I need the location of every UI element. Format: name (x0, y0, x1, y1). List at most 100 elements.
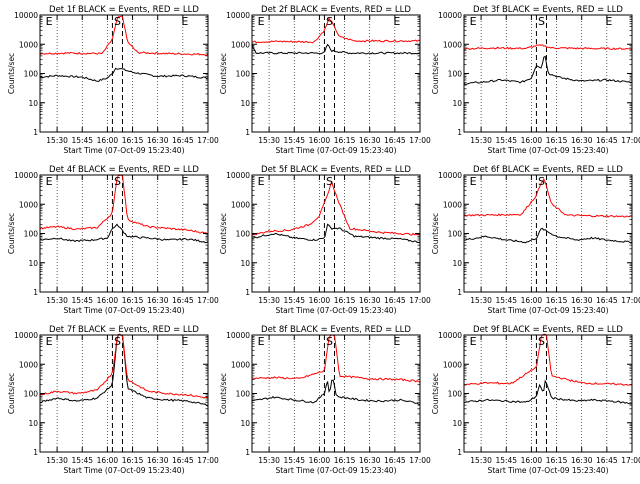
x-tick-label: 15:30 (470, 136, 492, 145)
x-axis-label: Start Time (07-Oct-09 15:23:40) (275, 466, 396, 475)
events-series-line (39, 67, 209, 82)
interval-marker-label: E (46, 335, 53, 348)
y-tick-label: 10000 (438, 11, 462, 20)
interval-marker-label: E (393, 335, 400, 348)
x-tick-label: 16:15 (334, 296, 356, 305)
y-tick-label: 100 (24, 390, 39, 399)
interval-marker-label: S (326, 335, 333, 348)
x-tick-label: 16:45 (596, 456, 618, 465)
x-tick-label: 16:30 (147, 296, 169, 305)
x-tick-label: 16:30 (571, 296, 593, 305)
x-tick-label: 15:45 (495, 136, 517, 145)
x-tick-label: 16:45 (384, 136, 406, 145)
x-tick-label: 16:00 (521, 136, 543, 145)
y-tick-label: 1000 (19, 360, 38, 369)
interval-marker-label: E (605, 175, 612, 188)
panel-title: Det 9f BLACK = Events, RED = LLD (473, 325, 623, 335)
panel-title: Det 2f BLACK = Events, RED = LLD (261, 5, 411, 15)
y-tick-label: 1 (33, 128, 38, 137)
interval-marker-label: E (258, 15, 265, 28)
x-tick-label: 16:45 (384, 296, 406, 305)
y-axis-label: Counts/sec (431, 53, 440, 94)
x-tick-label: 15:45 (495, 456, 517, 465)
y-axis-label: Counts/sec (219, 373, 228, 414)
interval-marker-label: S (114, 15, 121, 28)
y-tick-label: 10 (28, 259, 38, 268)
panel-title: Det 1f BLACK = Events, RED = LLD (49, 5, 199, 15)
interval-marker-label: S (326, 15, 333, 28)
interval-marker-label: S (538, 15, 545, 28)
x-tick-label: 15:30 (46, 456, 68, 465)
y-tick-label: 10000 (14, 171, 38, 180)
y-tick-label: 10 (240, 99, 250, 108)
x-tick-label: 16:45 (172, 136, 194, 145)
interval-marker-label: S (114, 175, 121, 188)
interval-marker-label: S (114, 335, 121, 348)
x-axis-label: Start Time (07-Oct-09 15:23:40) (63, 306, 184, 315)
x-tick-label: 17:00 (409, 296, 431, 305)
x-tick-label: 16:15 (122, 136, 144, 145)
x-axis-label: Start Time (07-Oct-09 15:23:40) (487, 306, 608, 315)
x-tick-label: 16:00 (97, 456, 119, 465)
x-tick-label: 16:00 (309, 456, 331, 465)
x-tick-label: 16:45 (384, 456, 406, 465)
y-tick-label: 10 (28, 99, 38, 108)
interval-marker-label: E (258, 175, 265, 188)
interval-marker-label: S (538, 335, 545, 348)
interval-marker-label: E (46, 15, 53, 28)
x-tick-label: 16:15 (334, 456, 356, 465)
interval-marker-label: E (470, 335, 477, 348)
lld-series-line (463, 333, 633, 386)
x-tick-label: 17:00 (409, 456, 431, 465)
x-tick-label: 15:30 (258, 296, 280, 305)
x-tick-label: 16:30 (359, 296, 381, 305)
y-tick-label: 10 (28, 419, 38, 428)
x-tick-label: 15:30 (258, 136, 280, 145)
x-tick-label: 15:45 (495, 296, 517, 305)
x-axis-label: Start Time (07-Oct-09 15:23:40) (63, 146, 184, 155)
y-tick-label: 1000 (443, 360, 462, 369)
x-tick-label: 16:15 (546, 456, 568, 465)
x-tick-label: 16:30 (359, 456, 381, 465)
x-tick-label: 16:15 (334, 136, 356, 145)
interval-marker-label: E (181, 175, 188, 188)
y-tick-label: 10000 (438, 331, 462, 340)
y-axis-label: Counts/sec (219, 53, 228, 94)
x-tick-label: 16:30 (571, 136, 593, 145)
x-tick-label: 16:00 (97, 296, 119, 305)
interval-marker-label: E (258, 335, 265, 348)
x-tick-label: 15:30 (46, 136, 68, 145)
x-tick-label: 16:15 (122, 296, 144, 305)
lld-series-line (251, 180, 421, 237)
lld-series-line (39, 15, 209, 56)
panel-title: Det 3f BLACK = Events, RED = LLD (473, 5, 623, 15)
y-axis-label: Counts/sec (431, 213, 440, 254)
x-axis-label: Start Time (07-Oct-09 15:23:40) (275, 146, 396, 155)
y-tick-label: 10 (452, 419, 462, 428)
y-tick-label: 10000 (226, 11, 250, 20)
x-tick-label: 17:00 (197, 136, 219, 145)
y-tick-label: 1 (245, 288, 250, 297)
lld-series-line (464, 178, 633, 218)
x-tick-label: 15:45 (71, 136, 93, 145)
y-tick-label: 100 (24, 230, 39, 239)
x-tick-label: 16:30 (147, 456, 169, 465)
panel-title: Det 5f BLACK = Events, RED = LLD (261, 165, 411, 175)
x-tick-label: 15:45 (283, 456, 305, 465)
lld-series-line (251, 334, 421, 383)
y-tick-label: 1000 (443, 200, 462, 209)
x-tick-label: 16:45 (172, 296, 194, 305)
y-tick-label: 10000 (226, 331, 250, 340)
x-tick-label: 15:45 (71, 296, 93, 305)
y-tick-label: 10 (240, 259, 250, 268)
y-tick-label: 1000 (231, 40, 250, 49)
interval-marker-label: E (46, 175, 53, 188)
